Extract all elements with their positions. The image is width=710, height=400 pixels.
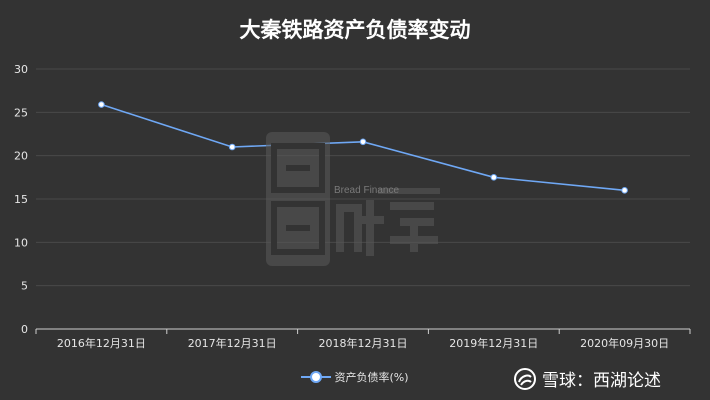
x-tick-labels: 2016年12月31日 2017年12月31日 2018年12月31日 2019年12…: [57, 336, 669, 350]
x-tick-label: 2016年12月31日: [57, 336, 146, 350]
chart-title: 大秦铁路资产负债率变动: [239, 18, 471, 42]
legend[interactable]: 资产负债率(%): [0, 369, 710, 385]
snowball-icon: [514, 367, 536, 390]
x-tick-label: 2019年12月31日: [449, 336, 538, 350]
x-tick-label: 2018年12月31日: [319, 336, 408, 350]
legend-marker-icon: [301, 371, 332, 383]
bread-finance-logo: [266, 132, 440, 266]
data-point[interactable]: [621, 187, 628, 194]
y-tick-label: 20: [14, 150, 28, 163]
y-tick-labels: 0 5 10 15 20 25 30: [14, 63, 28, 336]
y-tick-label: 15: [14, 193, 28, 206]
data-point[interactable]: [490, 174, 498, 181]
axes: [35, 328, 691, 334]
series-layer: [98, 101, 628, 194]
watermark-brand: Bread Finance: [334, 185, 400, 196]
y-tick-label: 30: [14, 63, 28, 76]
data-point[interactable]: [228, 143, 236, 151]
data-point[interactable]: [359, 138, 367, 146]
y-tick-label: 5: [21, 280, 28, 293]
y-tick-label: 0: [21, 323, 28, 336]
legend-label: 资产负债率(%): [334, 371, 409, 384]
x-tick-label: 2017年12月31日: [188, 336, 277, 350]
y-tick-label: 10: [14, 236, 28, 249]
footer-text: 雪球：西湖论述: [542, 371, 661, 391]
data-point[interactable]: [98, 101, 105, 108]
x-tick-label: 2020年09月30日: [580, 336, 669, 350]
y-tick-label: 25: [14, 106, 28, 119]
footer-watermark: 雪球：西湖论述: [514, 366, 661, 391]
grid-lines: [36, 68, 690, 287]
